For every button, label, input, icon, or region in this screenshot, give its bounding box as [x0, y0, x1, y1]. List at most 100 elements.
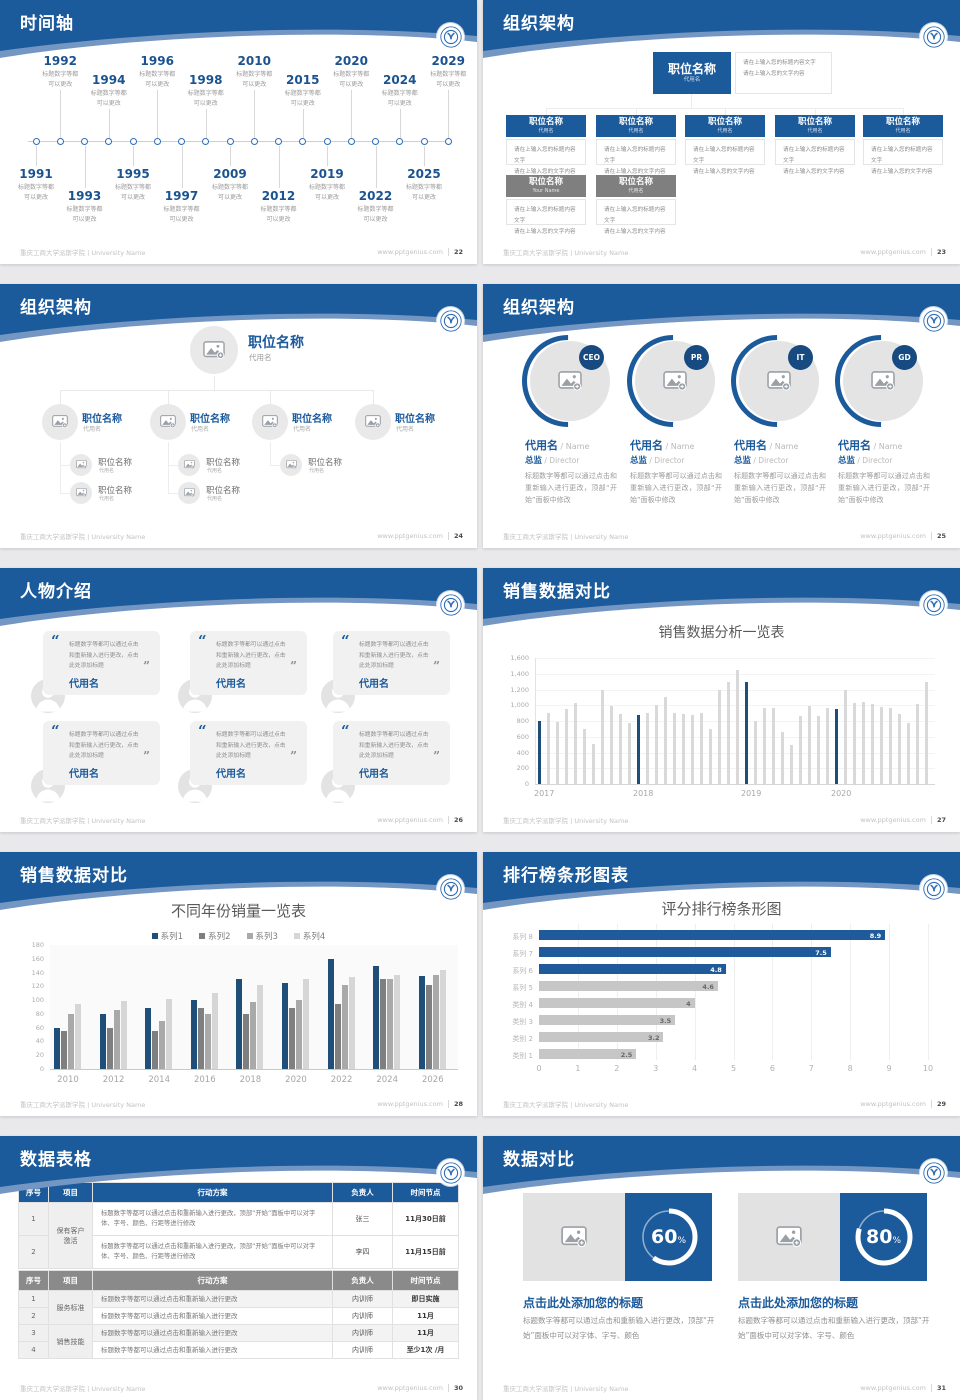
slide-org-boxes[interactable]: 组织架构 职位名称 代用名 请在上输入您的标题内容文字 请在上输入您的文字内容 职位名称… — [483, 0, 960, 264]
timeline-connector — [424, 146, 425, 166]
org-connector — [546, 108, 547, 115]
chart-title: 销售数据分析一览表 — [658, 625, 785, 641]
bar — [432, 975, 439, 1069]
timeline-caption: 标题数字等都 可以更改 — [321, 70, 381, 89]
slide-body: 序号 项目 行动方案 负责人 时间节点 1 保有客户激活 标题数字等都可以通过点击和重新输入进… — [0, 1136, 477, 1400]
x-tick-label: 2 — [614, 1064, 620, 1073]
slide-sales-chart[interactable]: 销售数据对比 销售数据分析一览表 0 200 400 600 800 1,000 1,200 1… — [483, 568, 960, 832]
timeline-caption: 标题数字等都 可以更改 — [55, 205, 115, 224]
timeline-caption-line: 可以更改 — [193, 99, 218, 107]
x-tick-label: 2018 — [239, 1075, 262, 1085]
table-row: 2 标题数字等都可以通过点击和重新输入进行更改 内训师 11月 — [18, 1307, 459, 1326]
org-photo-circle — [70, 454, 92, 476]
timeline-caption-line: 可以更改 — [96, 99, 121, 107]
data-table: 序号 项目 行动方案 负责人 时间节点 1 服务标准 标题数字等都可以通过点击和重新输入进行更… — [18, 1270, 459, 1360]
org-child-sub: 代用名 — [99, 468, 115, 474]
timeline-year: 2025 — [407, 167, 441, 181]
cell-project: 保有客户激活 — [48, 1202, 93, 1269]
gridline — [928, 924, 929, 1060]
page-number: 23 — [930, 248, 946, 256]
cell-no: 1 — [18, 1202, 49, 1236]
gridline — [889, 924, 891, 1060]
org-desc-box: 请在上输入您的标题内容文字 请在上输入您的文字内容 — [596, 199, 676, 235]
bar — [120, 1000, 127, 1069]
quote-text: 标题数字等都可以通过点击和重新输入进行更改，点击此处添加标题 — [359, 732, 429, 760]
org-desc-box: 请在上输入您的标题内容文字 请在上输入您的文字内容 — [506, 199, 586, 235]
y-tick-label: 180 — [31, 941, 44, 949]
timeline-connector — [254, 90, 256, 138]
org-desc-line: 请在上输入您的文字内容 — [604, 168, 666, 175]
member-name-cn: 代用名 — [734, 439, 767, 452]
image-placeholder-icon — [663, 371, 687, 391]
timeline-connector — [375, 146, 377, 188]
org-desc-line: 请在上输入您的标题内容文字 — [514, 147, 576, 164]
slide-data-compare[interactable]: 数据对比 60% 点击此处添加您的标题 标题数字等都可以通过点击和重新输入进行更改，… — [483, 1136, 960, 1400]
org-desc-line: 请在上输入您的标题内容文字 — [783, 147, 845, 164]
page-number: 27 — [930, 816, 946, 824]
y-tick-label: 400 — [516, 748, 529, 757]
bar — [880, 706, 883, 784]
percent-sign: % — [677, 1236, 686, 1246]
cell-owner: 内训师 — [332, 1289, 393, 1309]
timeline-connector — [205, 109, 207, 138]
timeline-connector — [133, 146, 134, 166]
timeline-caption-line: 可以更改 — [48, 80, 73, 88]
timeline-node — [81, 138, 88, 145]
slide-people-intro[interactable]: 人物介绍 “标题数字等都可以通过点击和重新输入进行更改，点击此处添加标题” 代用名… — [0, 568, 477, 832]
value-label: 3.5 — [659, 1017, 672, 1025]
org-connector — [691, 94, 692, 108]
bar — [583, 728, 586, 784]
bar — [853, 702, 856, 784]
slide-timeline[interactable]: 时间轴 1991 标题数字等都 可以更改 1992 标题数字等都 可以更改 1993 标题数字… — [0, 0, 477, 264]
org-child-title: 职位名称 — [98, 458, 133, 468]
timeline-caption-line: 标题数字等都 — [139, 71, 176, 79]
timeline-node — [372, 138, 379, 145]
legend-label: 系列3 — [255, 932, 278, 942]
timeline-caption-line: 标题数字等都 — [357, 206, 394, 214]
cell-no: 2 — [18, 1307, 49, 1326]
org-photo-circle — [355, 404, 391, 440]
gridline — [850, 924, 852, 1060]
footer-site: www.pptgenius.com — [377, 532, 443, 540]
org-connector — [60, 442, 61, 494]
org-desc-line: 请在上输入您的文字内容 — [514, 228, 576, 235]
org-node-title: 职位名称 — [618, 117, 653, 128]
slide-data-table[interactable]: 数据表格 序号 项目 行动方案 负责人 时间节点 1 保有客户激活 标题数字等都可以通过点击和… — [0, 1136, 477, 1400]
footer-site: www.pptgenius.com — [377, 248, 443, 256]
org-child-title: 职位名称 — [308, 458, 343, 468]
org-connector — [815, 108, 816, 115]
slide-org-tree[interactable]: 组织架构 职位名称 代用名 职位名称 代用名 职位名称 代用名 职位名称 代用名 职位名称 代用名… — [0, 284, 477, 548]
timeline-node — [129, 138, 137, 145]
gridline — [655, 924, 657, 1060]
bar — [539, 1032, 664, 1042]
slide-yearly-chart[interactable]: 销售数据对比 不同年份销量一览表 系列1 系列2 系列3 系列4 0 20 40 60 80 100… — [0, 852, 477, 1116]
slide-org-members[interactable]: 组织架构 CEO 代用名 / Name 总监 / Director 标题数字等都可以通… — [483, 284, 960, 548]
bar — [916, 704, 919, 784]
timeline-caption: 标题数字等都 可以更改 — [418, 70, 477, 89]
org-child-sub: 代用名 — [99, 496, 115, 502]
cell-plan: 标题数字等都可以通过点击和重新输入进行更改 — [92, 1324, 333, 1343]
y-tick-label: 160 — [31, 954, 44, 963]
timeline-year: 2015 — [286, 73, 320, 87]
legend-item: 系列4 — [293, 930, 325, 942]
quote-card: “ 标题数字等都可以通过点击和重新输入进行更改，点击此处添加标题 ” 代用名 — [333, 721, 450, 785]
slide-body: 评分排行榜条形图 0 1 2 3 4 5 6 7 8 9 10 系列 8 8.9 系列 7 7.5 系列 6 4.… — [483, 852, 960, 1116]
table-row: 1 服务标准 标题数字等都可以通过点击和重新输入进行更改 内训师 即日实施 — [18, 1289, 459, 1326]
slide-body: 1991 标题数字等都 可以更改 1992 标题数字等都 可以更改 1993 标题数字等都 可以… — [0, 0, 477, 264]
timeline-year: 2010 — [237, 54, 271, 68]
timeline-caption: 标题数字等都 可以更改 — [176, 89, 236, 108]
timeline-caption: 标题数字等都 可以更改 — [152, 205, 212, 224]
percent-value: 80% — [865, 1226, 901, 1248]
org-node-title: 职位名称 — [528, 117, 563, 128]
timeline-caption-line: 可以更改 — [169, 215, 194, 223]
value-label: 4.8 — [710, 966, 722, 974]
timeline-caption-line: 标题数字等都 — [17, 184, 54, 192]
timeline-caption-line: 标题数字等都 — [430, 71, 467, 79]
timeline-year: 1992 — [43, 54, 77, 68]
timeline-item: 1995 标题数字等都 可以更改 — [103, 167, 163, 202]
table-header-cell: 时间节点 — [392, 1182, 459, 1203]
timeline-caption-line: 标题数字等都 — [260, 206, 297, 214]
org-node-sub: 代用名 — [628, 127, 644, 134]
timeline-item: 2024 标题数字等都 可以更改 — [370, 73, 430, 108]
